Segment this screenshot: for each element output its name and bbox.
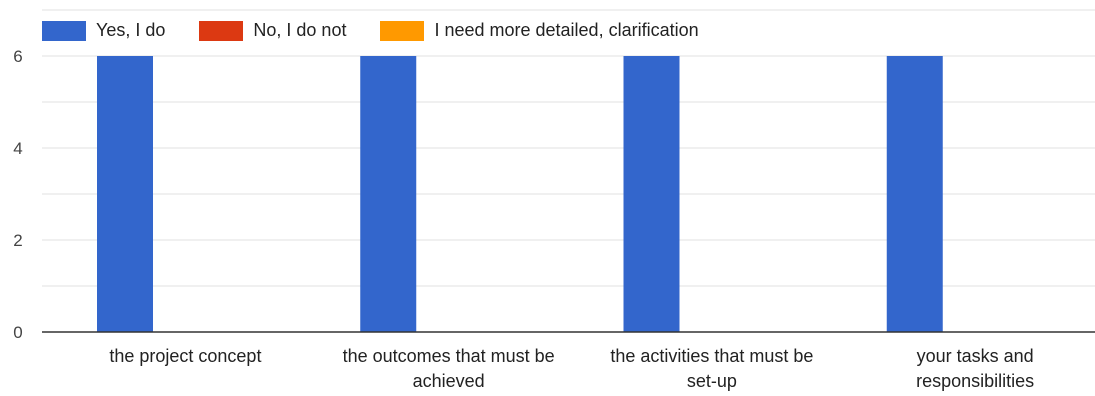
x-tick-label: responsibilities (916, 371, 1034, 391)
legend-label-clarification: I need more detailed, clarification (434, 20, 699, 40)
bar-yes-i-do-3[interactable] (886, 56, 943, 332)
legend-label-no: No, I do not (253, 20, 347, 40)
legend-item-yes[interactable]: Yes, I do (42, 20, 165, 41)
legend-label-yes: Yes, I do (96, 20, 166, 40)
chart-legend: Yes, I do No, I do not I need more detai… (42, 20, 733, 41)
y-tick-label: 2 (13, 231, 22, 250)
y-tick-label: 4 (13, 139, 22, 158)
bar-yes-i-do-0[interactable] (97, 56, 153, 332)
x-tick-label: achieved (413, 371, 485, 391)
x-tick-label: set-up (687, 371, 737, 391)
x-tick-label: the project concept (109, 346, 261, 366)
legend-item-clarification[interactable]: I need more detailed, clarification (380, 20, 699, 41)
x-tick-label: the activities that must be (610, 346, 813, 366)
x-tick-label: your tasks and (917, 346, 1034, 366)
bar-yes-i-do-2[interactable] (623, 56, 680, 332)
y-tick-label: 0 (13, 323, 22, 342)
legend-swatch-clarification (380, 20, 425, 41)
legend-swatch-yes (42, 20, 86, 41)
x-tick-label: the outcomes that must be (343, 346, 555, 366)
legend-swatch-no (199, 20, 244, 41)
legend-item-no[interactable]: No, I do not (199, 20, 346, 41)
bar-yes-i-do-1[interactable] (360, 56, 417, 332)
y-tick-label: 6 (13, 47, 22, 66)
